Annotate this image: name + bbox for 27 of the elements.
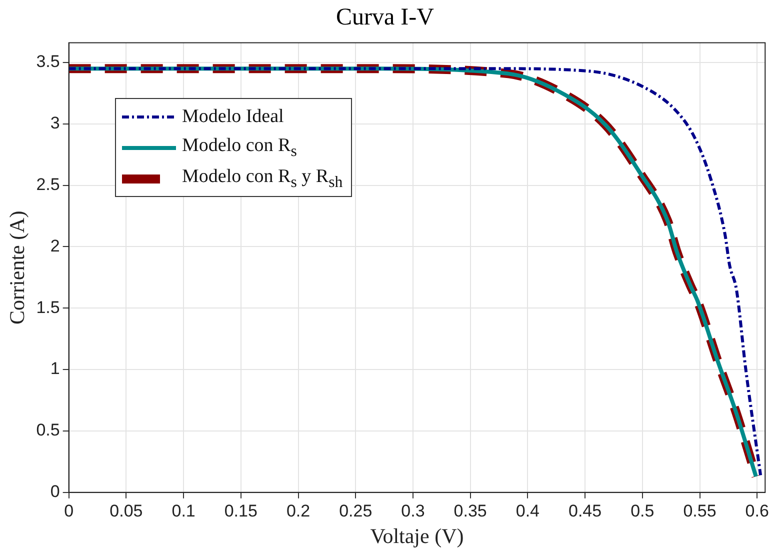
y-tick-label: 0 bbox=[50, 482, 60, 502]
y-axis-title: Corriente (A) bbox=[5, 210, 30, 324]
y-tick-label: 2.5 bbox=[36, 174, 60, 194]
x-tick-label: 0.25 bbox=[339, 501, 372, 520]
legend-label: Modelo Ideal bbox=[182, 106, 284, 128]
y-tick-label: 1 bbox=[50, 359, 60, 378]
x-tick-label: 0.6 bbox=[745, 501, 769, 520]
x-tick-label: 0.15 bbox=[224, 501, 258, 520]
y-tick-label: 1.5 bbox=[36, 298, 60, 317]
x-tick-label: 0.45 bbox=[568, 501, 602, 520]
y-tick-label: 2 bbox=[50, 236, 60, 256]
legend-label: Modelo con R$_{s}$ bbox=[182, 134, 297, 160]
x-tick-label: 0.05 bbox=[110, 501, 143, 520]
x-tick-label: 0.1 bbox=[172, 501, 196, 520]
y-tick-label: 3.5 bbox=[36, 52, 60, 72]
y-tick-label: 3 bbox=[50, 114, 60, 133]
x-tick-label: 0 bbox=[64, 501, 74, 520]
y-tick-label: 0.5 bbox=[36, 420, 60, 440]
x-tick-label: 0.2 bbox=[286, 501, 310, 520]
legend-label: Modelo con R$_{s}$ y R$_{sh}$ bbox=[182, 166, 343, 192]
x-tick-label: 0.55 bbox=[683, 501, 716, 520]
x-tick-label: 0.5 bbox=[630, 501, 654, 520]
x-axis-title: Voltaje (V) bbox=[370, 524, 464, 548]
x-tick-label: 0.4 bbox=[516, 501, 540, 520]
x-tick-label: 0.35 bbox=[454, 501, 487, 520]
chart-title: Curva I-V bbox=[336, 4, 435, 31]
x-tick-label: 0.3 bbox=[401, 501, 425, 520]
